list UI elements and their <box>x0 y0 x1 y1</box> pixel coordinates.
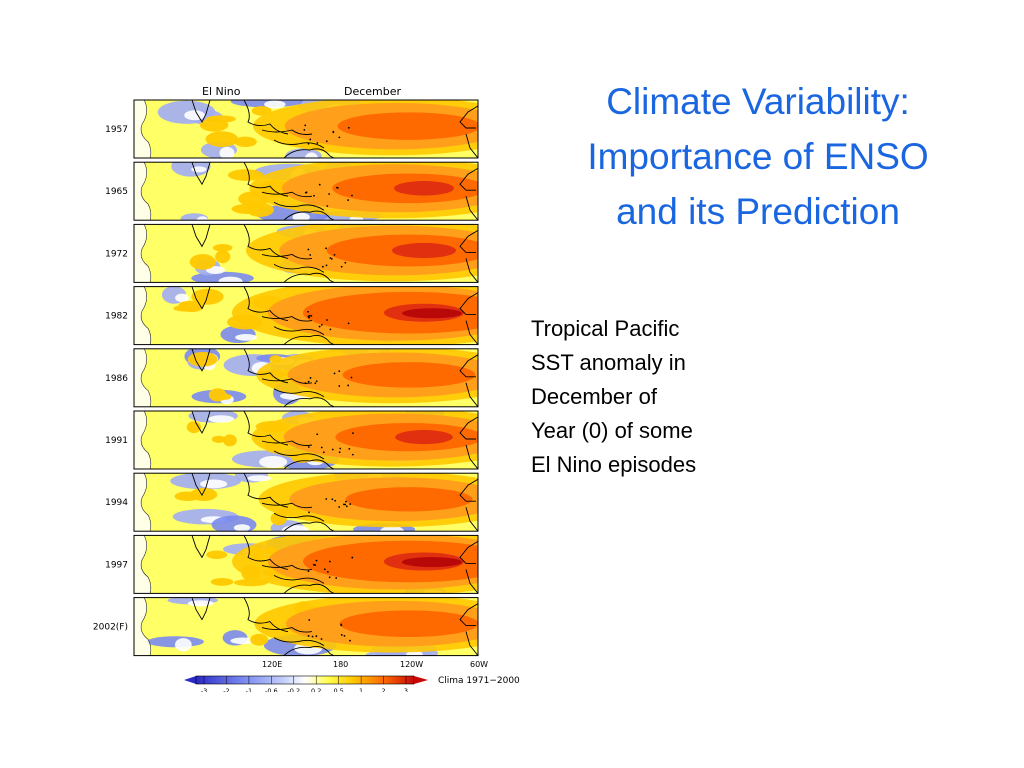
panel-frame <box>133 534 479 594</box>
caption-line-2: SST anomaly in <box>531 350 686 375</box>
panel-frame <box>133 597 479 657</box>
colorbar-tick-label: -3 <box>201 687 207 692</box>
title-line-1: Climate Variability: <box>606 81 910 122</box>
lon-label-120e: 120E <box>262 660 282 669</box>
sst-anomaly-figure: El Nino December 1957 1965 1972 1982 1986 199… <box>93 85 520 692</box>
caption-line-4: Year (0) of some <box>531 418 693 443</box>
colorbar: -3 -2 -1 -0.6 -0.2 0.2 0.5 1 2 3 Clima 1971−2000 <box>184 675 520 692</box>
panel-frame <box>133 410 479 470</box>
anomaly-panels: 1957 1965 1972 1982 1986 1991 1994 1997 2002(F) <box>93 99 479 657</box>
year-label: 1997 <box>105 560 128 570</box>
longitude-axis: 120E 180 120W 60W <box>262 660 488 669</box>
panel-1972: 1972 <box>105 223 479 283</box>
panel-frame <box>133 348 479 408</box>
year-label: 2002(F) <box>93 623 128 633</box>
colorbar-tick-label: -0.6 <box>265 687 278 692</box>
year-label: 1965 <box>105 187 128 197</box>
caption-line-1: Tropical Pacific <box>531 316 680 341</box>
slide-title: Climate Variability: Importance of ENSO … <box>530 74 986 239</box>
colorbar-note: Clima 1971−2000 <box>438 676 520 686</box>
colorbar-tick-label: 3 <box>404 687 408 692</box>
panel-2002f: 2002(F) <box>93 597 479 657</box>
colorbar-tick-label: -0.2 <box>287 687 300 692</box>
panel-frame <box>133 161 479 221</box>
lon-label-120w: 120W <box>400 660 423 669</box>
year-label: 1957 <box>105 125 128 135</box>
panel-1965: 1965 <box>105 161 479 221</box>
colorbar-tick-label: 0.2 <box>311 687 321 692</box>
caption-line-3: December of <box>531 384 657 409</box>
lon-label-60w: 60W <box>470 660 488 669</box>
year-label: 1991 <box>105 436 128 446</box>
colorbar-tick-label: 2 <box>381 687 385 692</box>
colorbar-low-arrow <box>184 676 196 684</box>
colorbar-tick-label: -2 <box>223 687 229 692</box>
colorbar-tick-label: -1 <box>246 687 252 692</box>
colorbar-bar <box>195 675 415 685</box>
panel-1997: 1997 <box>105 534 479 594</box>
panel-1991: 1991 <box>105 410 479 470</box>
panel-frame <box>133 99 479 159</box>
panel-1982: 1982 <box>105 286 479 346</box>
panel-frame <box>133 223 479 283</box>
panel-frame <box>133 472 479 532</box>
panel-1957: 1957 <box>105 99 479 159</box>
title-line-3: and its Prediction <box>616 191 900 232</box>
panel-1986: 1986 <box>105 348 479 408</box>
lon-label-180: 180 <box>333 660 348 669</box>
year-label: 1982 <box>105 312 128 322</box>
colorbar-tick-label: 0.5 <box>333 687 343 692</box>
panel-frame <box>133 286 479 346</box>
year-label: 1994 <box>105 498 128 508</box>
year-label: 1972 <box>105 249 128 259</box>
figure-header-left: El Nino <box>202 85 241 98</box>
colorbar-ticks: -3 -2 -1 -0.6 -0.2 0.2 0.5 1 2 3 <box>201 676 408 692</box>
figure-header-center: December <box>344 85 402 98</box>
year-label: 1986 <box>105 374 128 384</box>
colorbar-high-arrow <box>414 676 428 684</box>
figure-caption: Tropical Pacific SST anomaly in December… <box>531 312 771 482</box>
caption-line-5: El Nino episodes <box>531 452 697 477</box>
title-line-2: Importance of ENSO <box>587 136 929 177</box>
panel-1994: 1994 <box>105 472 479 532</box>
colorbar-tick-label: 1 <box>359 687 363 692</box>
